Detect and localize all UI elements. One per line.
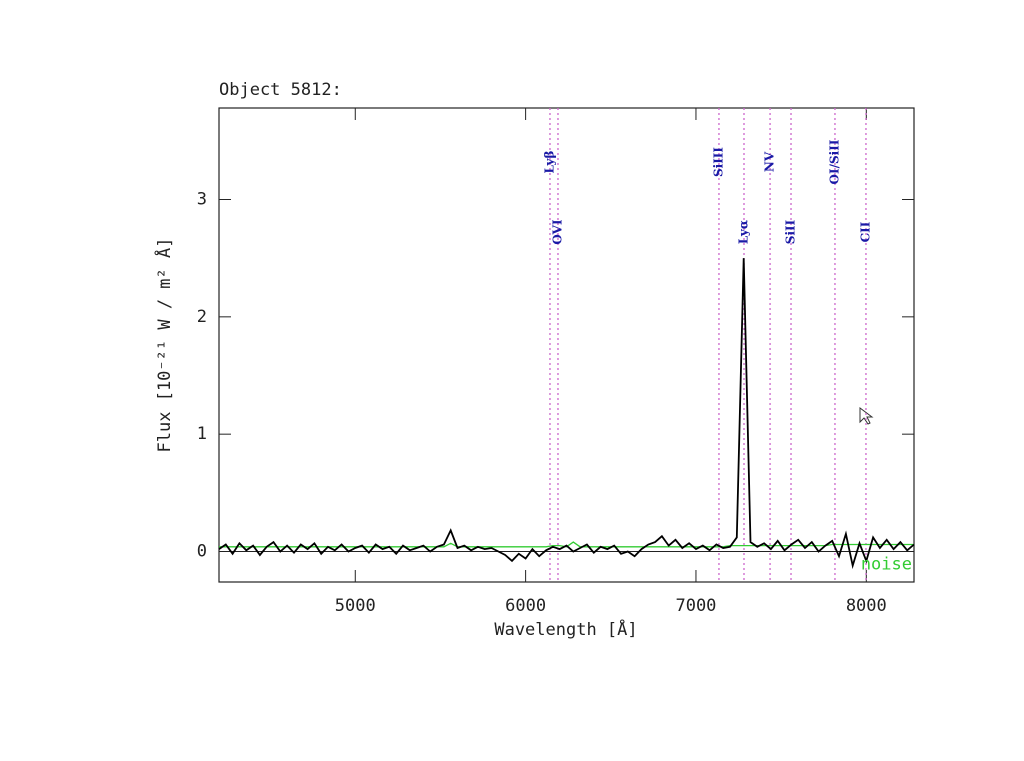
- x-axis-label: Wavelength [Å]: [494, 618, 637, 640]
- x-tick-label: 6000: [505, 596, 546, 616]
- spectral-line-label: Lyβ: [542, 150, 556, 173]
- legend-label: noise: [861, 554, 912, 574]
- y-tick-label: 0: [197, 541, 207, 561]
- y-tick-label: 1: [197, 424, 207, 444]
- x-tick-label: 7000: [675, 596, 716, 616]
- chart-title: Object 5812:: [219, 80, 342, 100]
- series-line: [219, 541, 914, 548]
- spectral-line-label: SiII: [784, 219, 798, 244]
- spectral-line-label: OI/SiII: [827, 139, 841, 184]
- series-line: [218, 258, 915, 570]
- spectral-line-label: SiIII: [711, 147, 725, 177]
- x-tick-label: 5000: [335, 596, 376, 616]
- y-axis-label: Flux [10⁻²¹ W / m² Å]: [153, 238, 175, 453]
- spectral-line-label: NV: [763, 151, 777, 172]
- spectral-line-label: Lyα: [736, 220, 750, 244]
- spectral-line-label: OVI: [550, 219, 564, 245]
- cursor: [859, 407, 874, 425]
- plot-frame: [218, 107, 915, 583]
- y-tick-label: 2: [197, 307, 207, 327]
- spectral-line-label: CII: [858, 221, 872, 242]
- y-tick-label: 3: [197, 190, 207, 210]
- x-tick-label: 8000: [846, 596, 887, 616]
